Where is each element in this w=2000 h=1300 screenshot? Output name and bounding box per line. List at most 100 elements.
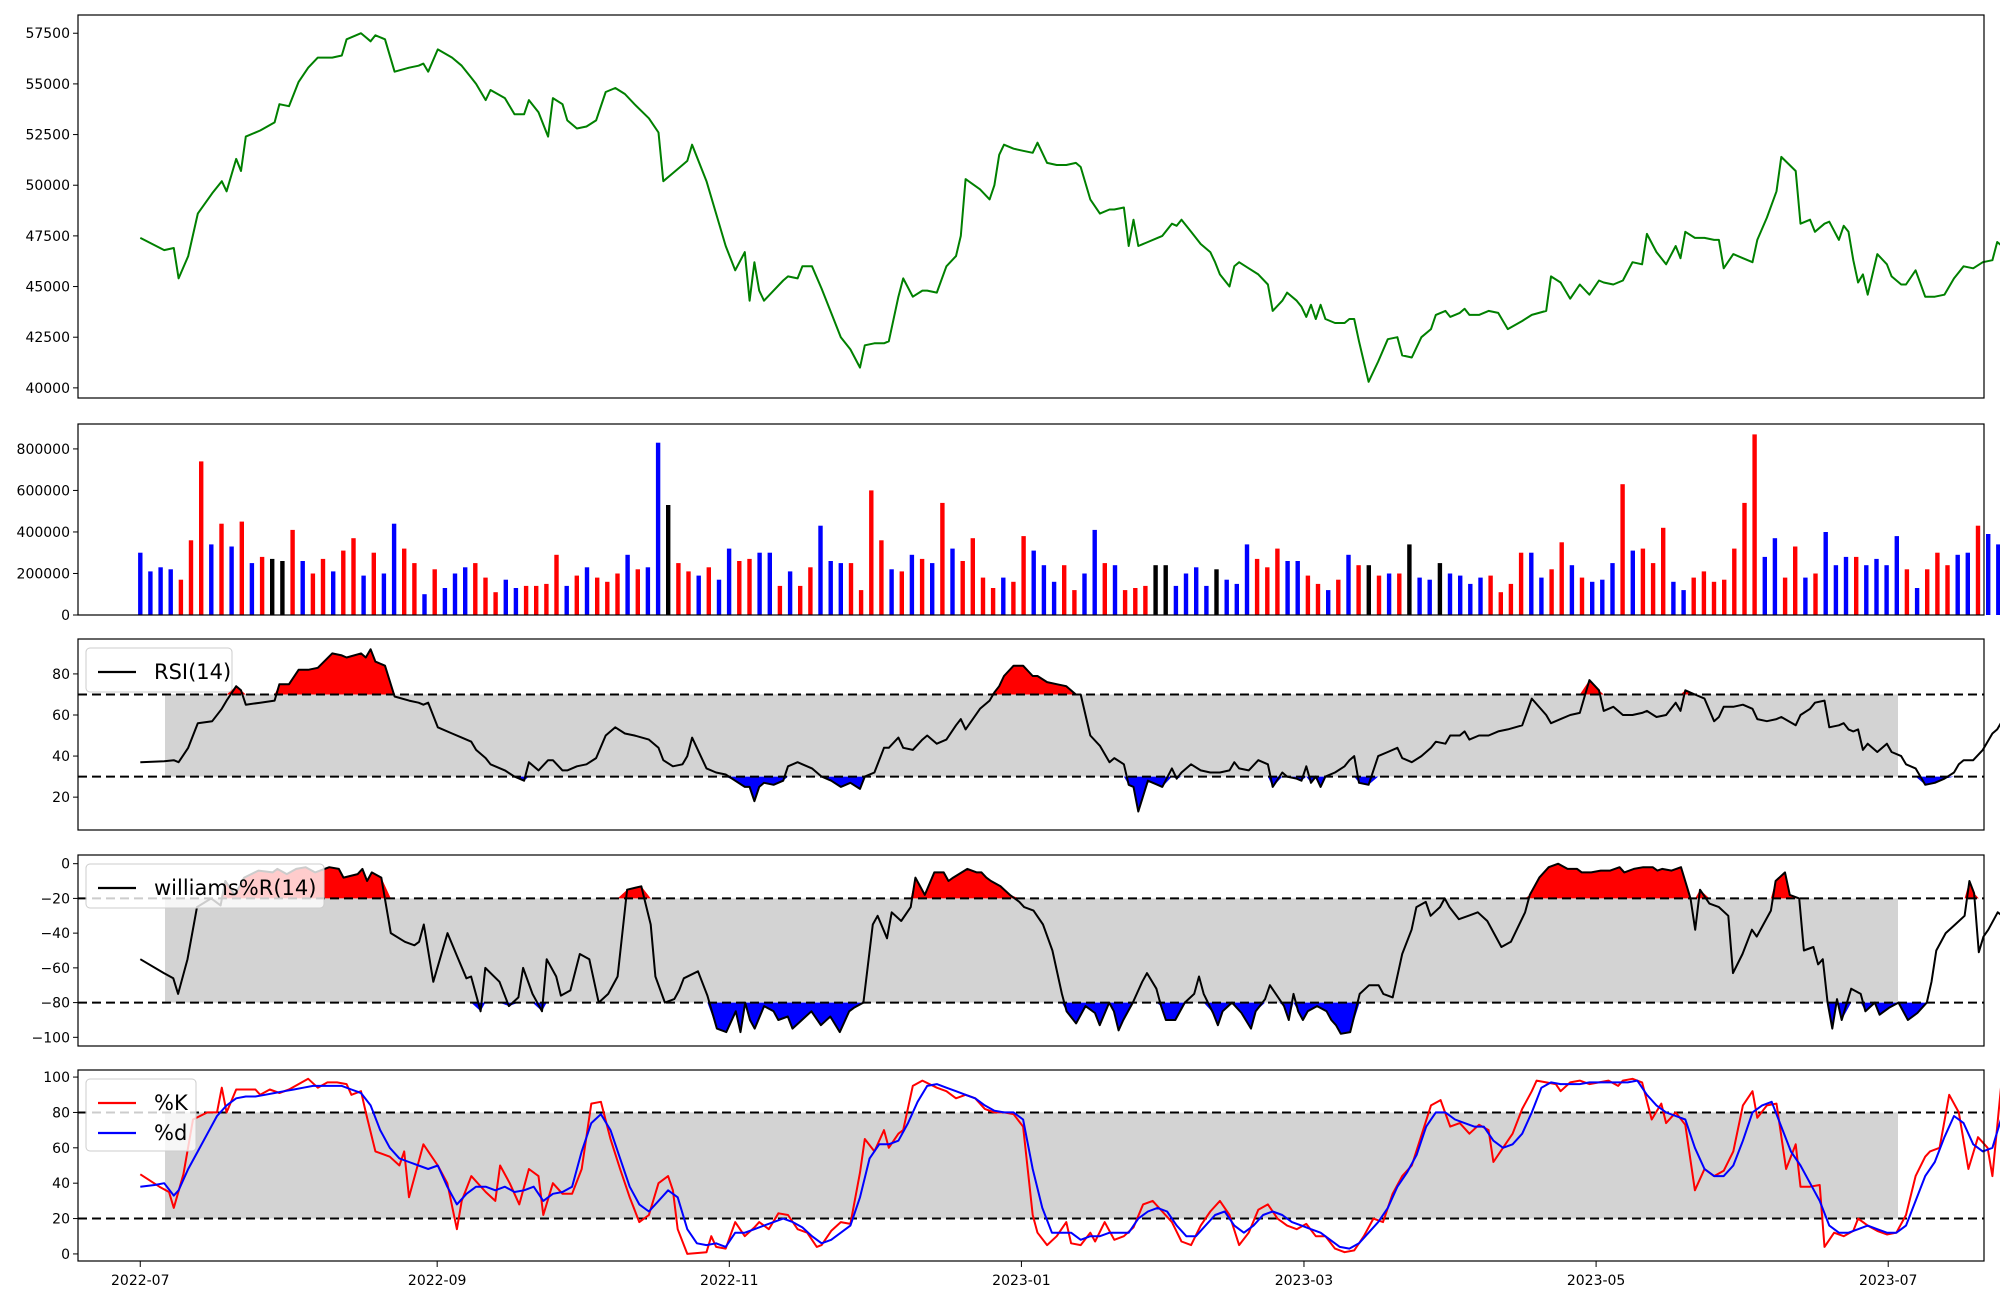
volume-bar — [1549, 569, 1554, 615]
volume-bar — [828, 561, 833, 615]
y-tick-label: 0 — [61, 857, 70, 873]
volume-bar — [1194, 567, 1199, 616]
volume-bar — [290, 529, 295, 615]
price-line — [139, 32, 2000, 383]
volume-bar — [919, 558, 925, 615]
volume-bar — [1437, 563, 1443, 615]
volume-bar — [209, 544, 214, 615]
volume-bar — [1843, 556, 1849, 615]
volume-bar — [391, 523, 397, 615]
volume-bar — [960, 561, 965, 615]
volume-bar — [1813, 573, 1818, 615]
volume-bar — [1478, 577, 1483, 615]
rsi-overbought-fill — [140, 649, 2000, 695]
legend-box — [85, 647, 233, 693]
volume-bar — [666, 505, 671, 615]
williams-line — [139, 862, 2000, 1035]
volume-bar — [1803, 577, 1808, 615]
volume-bar — [1874, 558, 1879, 615]
y-tick-label: 80 — [52, 667, 70, 683]
volume-bar — [838, 563, 843, 615]
volume-bar — [402, 548, 407, 615]
volume-bar — [1001, 577, 1006, 615]
y-tick-label: 55000 — [25, 77, 70, 93]
volume-bar — [259, 556, 265, 615]
volume-bar — [1224, 579, 1229, 615]
rsi-neutral-band — [165, 694, 1898, 777]
volume-bar — [1772, 538, 1778, 615]
y-tick-label: −40 — [40, 926, 70, 942]
volume-bar — [970, 538, 975, 615]
x-tick-label: 2023-01 — [992, 1273, 1051, 1289]
volume-bar — [990, 588, 996, 615]
volume-bar — [676, 563, 681, 615]
volume-bar — [503, 579, 508, 615]
y-tick-label: −100 — [32, 1030, 70, 1046]
volume-bar — [1965, 552, 1970, 615]
volume-bar — [1590, 581, 1595, 615]
y-tick-label: 600000 — [17, 483, 70, 499]
volume-bar — [513, 588, 519, 615]
volume-bar — [1021, 536, 1026, 615]
rsi-panel-frame — [77, 638, 1985, 831]
volume-bar — [1579, 577, 1585, 615]
volume-bar — [1671, 581, 1676, 615]
y-tick-label: 100 — [43, 1070, 70, 1086]
volume-bar — [1600, 579, 1605, 615]
volume-bar — [940, 502, 945, 615]
volume-bar — [1062, 565, 1067, 615]
volume-bar — [1529, 552, 1534, 615]
volume-bar — [1285, 561, 1290, 615]
volume-bar — [452, 573, 458, 615]
volume-bar — [686, 571, 691, 615]
volume-bar — [767, 552, 772, 615]
volume-bar — [1234, 583, 1239, 615]
y-tick-label: 20 — [52, 790, 70, 806]
volume-bar — [1701, 571, 1707, 615]
rsi-y-axis: 20 40 60 80 — [52, 667, 78, 806]
volume-bar — [1996, 544, 2000, 615]
williams-legend: williams%R(14) — [85, 863, 325, 909]
volume-bar — [787, 571, 793, 615]
volume-bar — [574, 575, 579, 615]
volume-bar — [1244, 544, 1250, 615]
volume-bar — [869, 490, 874, 615]
volume-bar — [757, 552, 762, 615]
date-x-axis: 2022-07 2022-09 2022-11 2023-01 2023-03 2023-… — [111, 1261, 1917, 1289]
volume-bar — [889, 569, 894, 615]
volume-bar — [858, 590, 864, 615]
volume-bar — [1894, 536, 1899, 615]
volume-bar — [1864, 565, 1869, 615]
volume-bar — [473, 563, 478, 615]
y-tick-label: 45000 — [25, 280, 70, 296]
volume-bar — [1041, 565, 1047, 615]
volume-bar — [1833, 565, 1839, 615]
volume-bar — [1366, 565, 1371, 615]
volume-bar — [615, 573, 620, 615]
volume-bar — [808, 567, 813, 616]
volume-bar — [950, 548, 955, 615]
x-tick-label: 2023-05 — [1567, 1273, 1626, 1289]
volume-bar — [493, 592, 498, 615]
y-tick-label: 42500 — [25, 330, 70, 346]
y-tick-label: 52500 — [25, 128, 70, 144]
volume-bar — [1407, 544, 1412, 615]
volume-bar — [310, 573, 316, 615]
volume-bar — [584, 567, 590, 616]
volume-bar — [1711, 581, 1717, 615]
volume-bar — [1762, 556, 1767, 615]
y-tick-label: 0 — [61, 1247, 70, 1263]
volume-bar — [412, 563, 417, 615]
volume-bar — [249, 563, 255, 615]
x-tick-label: 2022-09 — [408, 1273, 467, 1289]
volume-bar — [848, 563, 854, 615]
volume-bar — [1031, 550, 1036, 615]
williams-panel-frame — [77, 854, 1985, 1047]
volume-bar — [1051, 581, 1057, 615]
volume-bar — [818, 525, 823, 615]
volume-bar — [1884, 565, 1889, 615]
volume-bar — [432, 569, 437, 615]
volume-bar — [351, 538, 356, 615]
volume-bar — [1468, 583, 1473, 615]
volume-bar — [371, 552, 376, 615]
